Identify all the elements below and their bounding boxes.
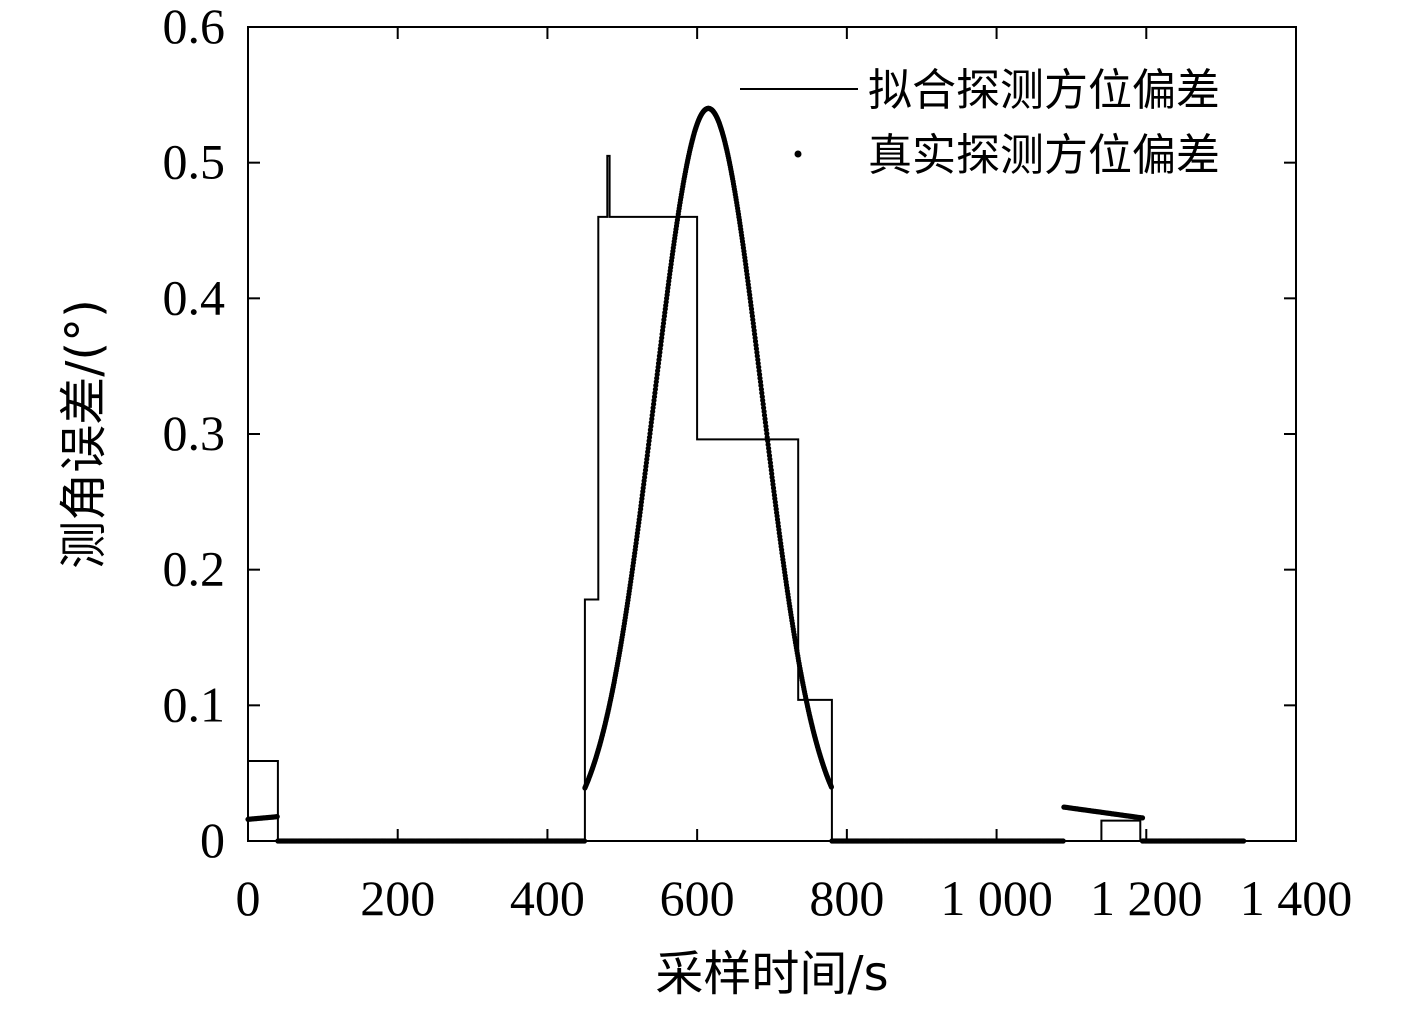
data-point xyxy=(828,784,835,790)
data-point xyxy=(652,386,659,392)
data-point xyxy=(1241,838,1247,844)
y-tick-label: 0.2 xyxy=(163,541,226,597)
legend-label-true: 真实探测方位偏差 xyxy=(868,130,1220,181)
data-point xyxy=(1139,815,1146,821)
x-tick-label: 600 xyxy=(660,870,735,926)
x-axis-title: 采样时间/s xyxy=(655,946,888,1002)
y-tick-label: 0.6 xyxy=(163,0,226,54)
y-tick-label: 0 xyxy=(200,812,225,868)
x-tick-label: 400 xyxy=(510,870,585,926)
y-tick-label: 0.4 xyxy=(163,269,226,325)
data-point xyxy=(1060,838,1066,844)
x-tick-label: 1 000 xyxy=(940,870,1053,926)
true-series xyxy=(245,105,1247,844)
y-tick-label: 0.5 xyxy=(163,134,226,190)
y-axis-title: 测角误差/(°) xyxy=(56,299,112,569)
y-tick-labels: 0 0.1 0.2 0.3 0.4 0.5 0.6 xyxy=(163,0,226,868)
x-tick-label: 1 400 xyxy=(1240,870,1353,926)
data-point xyxy=(758,382,764,389)
legend-label-fitted: 拟合探测方位偏差 xyxy=(868,65,1220,116)
legend: 拟合探测方位偏差 真实探测方位偏差 xyxy=(740,65,1220,181)
data-point xyxy=(581,838,588,844)
x-tick-label: 200 xyxy=(360,870,435,926)
x-tick-label: 1 200 xyxy=(1090,870,1203,926)
x-tick-labels: 0 200 400 600 800 1 000 1 200 1 400 xyxy=(236,870,1353,926)
y-tick-label: 0.3 xyxy=(163,405,226,461)
legend-dot-swatch xyxy=(794,150,802,158)
x-tick-label: 800 xyxy=(809,870,884,926)
y-tick-label: 0.1 xyxy=(163,676,226,732)
data-point xyxy=(274,814,280,820)
x-tick-label: 0 xyxy=(236,870,261,926)
